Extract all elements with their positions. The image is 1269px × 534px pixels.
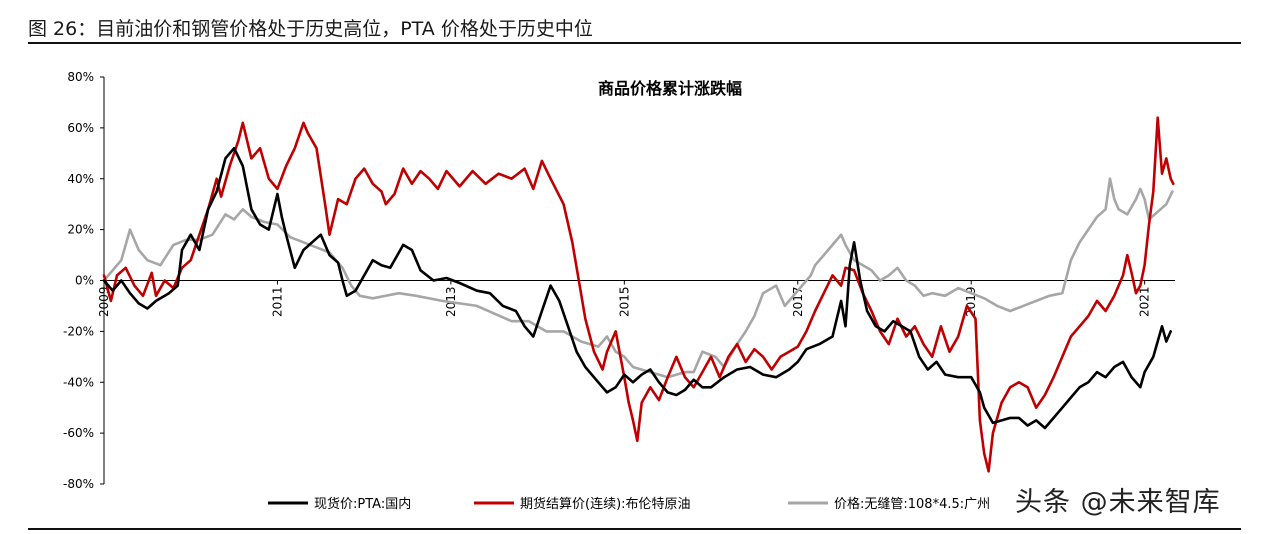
y-tick-label: 40% [67, 172, 94, 186]
y-tick-label: 80% [67, 70, 94, 84]
y-tick-label: 60% [67, 121, 94, 135]
y-tick-label: -40% [63, 375, 94, 389]
series-line-2 [102, 177, 1174, 379]
y-tick-label: -80% [63, 477, 94, 491]
series-group [102, 116, 1175, 473]
y-tick-label: 0% [75, 274, 94, 288]
y-tick-label: 20% [67, 223, 94, 237]
x-tick-label: 2021 [1138, 287, 1152, 318]
series-line-0 [102, 146, 1172, 430]
chart-title: 商品价格累计涨跌幅 [598, 79, 742, 98]
axes-group: 80% 60% 40% 20% 0% -20% -40% -60% -80% 2009 2011 20… [63, 70, 1175, 491]
bottom-rule [28, 528, 1241, 530]
x-tick-label: 2009 [97, 287, 111, 318]
x-tick-label: 2015 [617, 287, 631, 318]
watermark: 头条 @未来智库 [1015, 487, 1221, 518]
x-tick-label: 2011 [270, 287, 284, 318]
y-tick-label: -20% [63, 324, 94, 338]
legend-label: 现货价:PTA:国内 [314, 496, 411, 512]
top-rule [28, 42, 1241, 44]
figure-caption: 图 26：目前油价和钢管价格处于历史高位，PTA 价格处于历史中位 [28, 18, 593, 40]
y-tick-label: -60% [63, 426, 94, 440]
legend-label: 价格:无缝管:108*4.5:广州 [834, 496, 990, 512]
legend: 现货价:PTA:国内 期货结算价(连续):布伦特原油 价格:无缝管:108*4.5:… [268, 496, 990, 512]
legend-label: 期货结算价(连续):布伦特原油 [520, 496, 691, 512]
